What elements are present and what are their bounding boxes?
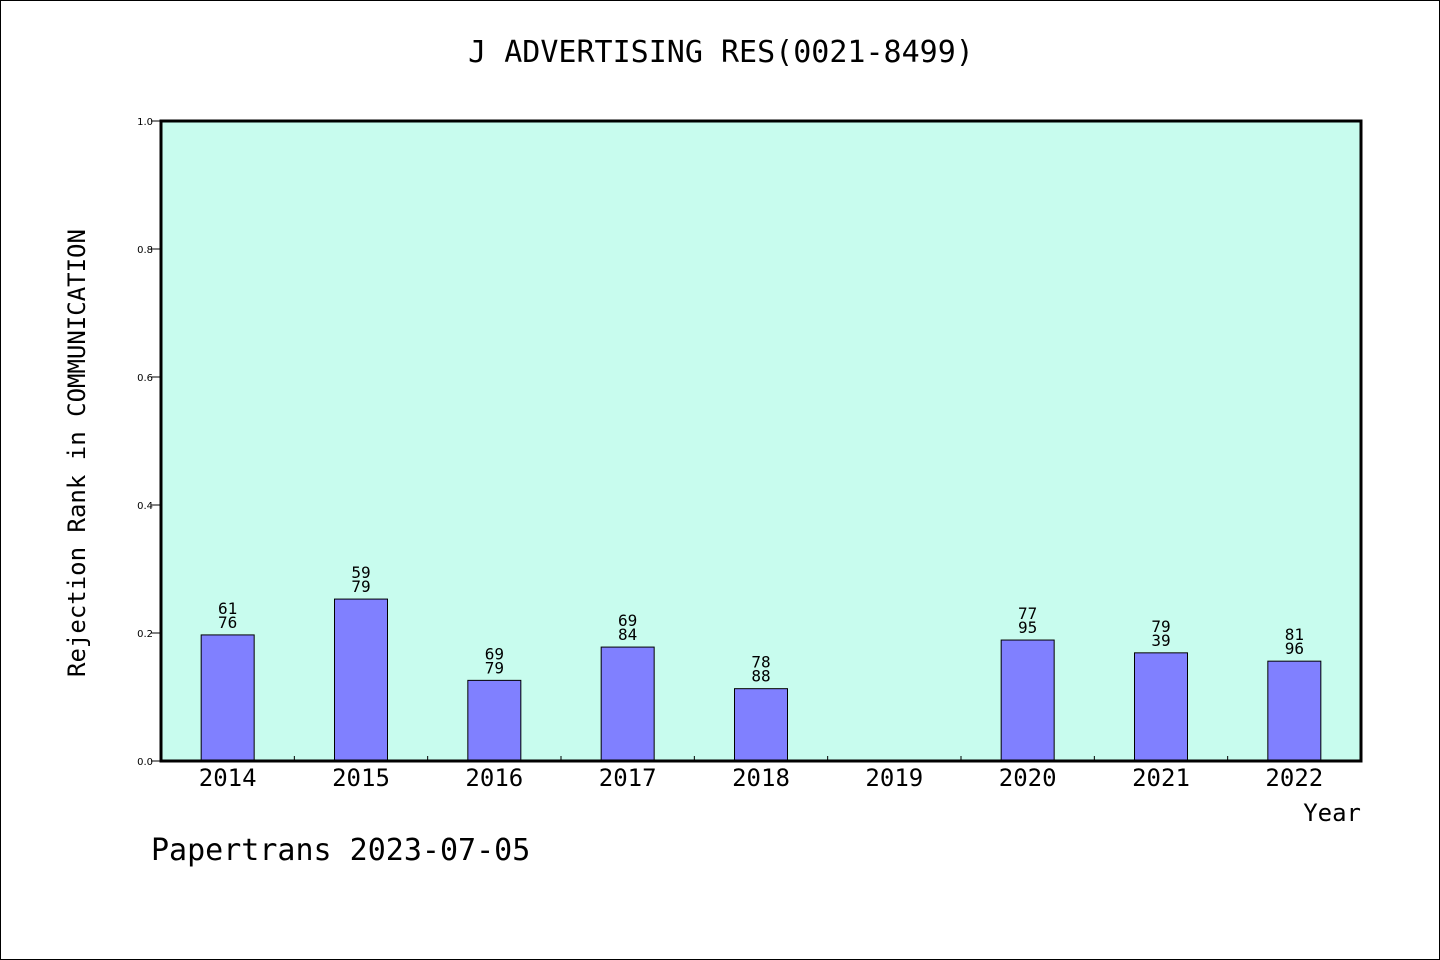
data-label: 84 [618, 625, 637, 644]
y-tick-label: 0.4 [137, 501, 153, 512]
data-label: 76 [218, 613, 237, 632]
x-tick-label: 2017 [599, 764, 657, 792]
x-tick-label: 2014 [199, 764, 257, 792]
footer-text: Papertrans 2023-07-05 [151, 833, 531, 868]
y-tick-label: 0.6 [137, 373, 153, 384]
plot-border [159, 119, 1363, 763]
data-label: 79 [1151, 617, 1170, 636]
data-label: 79 [485, 658, 504, 677]
data-label: 95 [1018, 618, 1037, 637]
bar [200, 634, 255, 762]
y-axis-label: Rejection Rank in COMMUNICATION [63, 229, 91, 677]
data-label: 69 [485, 644, 504, 663]
bar [334, 598, 388, 762]
bar [1267, 660, 1322, 762]
data-label: 88 [751, 667, 770, 686]
x-tick-label: 2020 [999, 764, 1057, 792]
data-label: 79 [351, 577, 370, 596]
x-axis-label: Year [1303, 799, 1361, 827]
data-label: 78 [751, 653, 770, 672]
chart-title: J ADVERTISING RES(0021-8499) [468, 35, 974, 70]
x-tick-label: 2016 [465, 764, 523, 792]
x-tick-label: 2021 [1132, 764, 1190, 792]
data-label: 69 [618, 611, 637, 630]
x-tick-label: 2022 [1265, 764, 1323, 792]
data-label: 39 [1151, 631, 1170, 650]
bar [734, 688, 788, 762]
data-label: 96 [1285, 639, 1304, 658]
x-tick-label: 2019 [865, 764, 923, 792]
data-label: 61 [218, 599, 237, 618]
y-tick-label: 1.0 [137, 117, 153, 128]
data-label: 81 [1285, 625, 1304, 644]
bar [1134, 652, 1188, 762]
bar [467, 679, 522, 762]
y-tick-label: 0.2 [137, 629, 153, 640]
bar [1000, 639, 1055, 762]
data-label: 59 [351, 563, 370, 582]
data-label: 77 [1018, 604, 1037, 623]
y-tick-label: 0.8 [137, 245, 153, 256]
x-tick-label: 2018 [732, 764, 790, 792]
x-tick-label: 2015 [332, 764, 390, 792]
bar [600, 646, 655, 762]
y-tick-label: 0.0 [137, 757, 153, 768]
